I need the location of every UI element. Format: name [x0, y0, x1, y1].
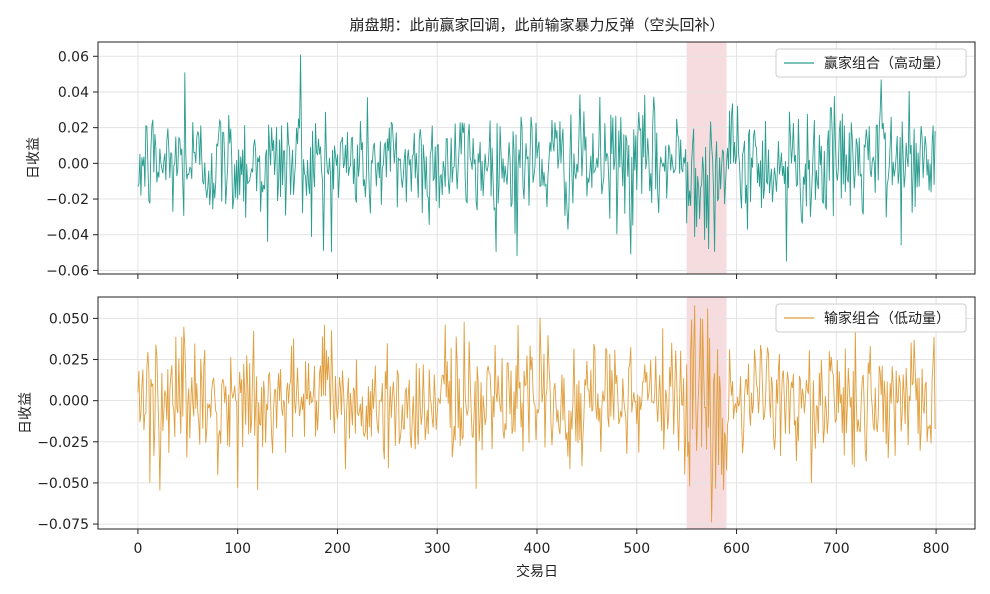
legend-box — [775, 303, 967, 333]
legend: 输家组合（低动量） — [775, 303, 967, 333]
y-tick-label: 0.025 — [49, 353, 89, 369]
series-line — [137, 305, 936, 523]
y-axis-label: 日收益 — [26, 137, 42, 179]
x-tick-label: 100 — [224, 541, 251, 557]
y-tick-label: −0.02 — [46, 192, 89, 208]
y-tick-label: 0.02 — [58, 121, 89, 137]
legend-label: 赢家组合（高动量） — [824, 55, 950, 72]
y-tick-label: 0.04 — [58, 85, 89, 101]
axes-frame — [97, 296, 976, 530]
series-line — [137, 54, 936, 262]
x-tick-label: 800 — [923, 541, 950, 557]
y-tick-label: 0.00 — [58, 156, 89, 172]
x-tick-label: 500 — [623, 541, 650, 557]
x-tick-label: 200 — [324, 541, 351, 557]
axes-frame — [97, 41, 976, 275]
panel-top: 0.06 0.04 0.02 0.00 −0.02 −0.04 −0.06 日收益 赢家组合（高… — [26, 41, 976, 279]
y-tick-label: 0.050 — [49, 311, 89, 327]
chart-title: 崩盘期：此前赢家回调，此前输家暴力反弹（空头回补） — [349, 16, 724, 34]
x-tick-label: 300 — [424, 541, 451, 557]
y-tick-label: −0.025 — [37, 435, 89, 451]
legend-box — [775, 48, 967, 78]
legend: 赢家组合（高动量） — [775, 48, 967, 78]
legend-label: 输家组合（低动量） — [824, 310, 950, 327]
panel-bottom: 0 100 200 300 400 500 600 700 800 0.050 0.025 0.000… — [18, 296, 976, 557]
y-tick-label: −0.075 — [37, 517, 89, 533]
x-tick-label: 400 — [524, 541, 551, 557]
y-axis-label: 日收益 — [18, 392, 34, 434]
y-tick-label: 0.000 — [49, 394, 89, 410]
x-tick-label: 0 — [133, 541, 142, 557]
x-tick-label: 700 — [823, 541, 850, 557]
crash-period-highlight — [686, 42, 727, 274]
x-axis-label: 交易日 — [516, 563, 558, 580]
y-tick-label: −0.050 — [37, 476, 89, 492]
y-tick-label: 0.06 — [58, 49, 89, 65]
y-tick-label: −0.04 — [46, 228, 89, 244]
x-tick-label: 600 — [723, 541, 750, 557]
y-tick-label: −0.06 — [46, 263, 89, 279]
